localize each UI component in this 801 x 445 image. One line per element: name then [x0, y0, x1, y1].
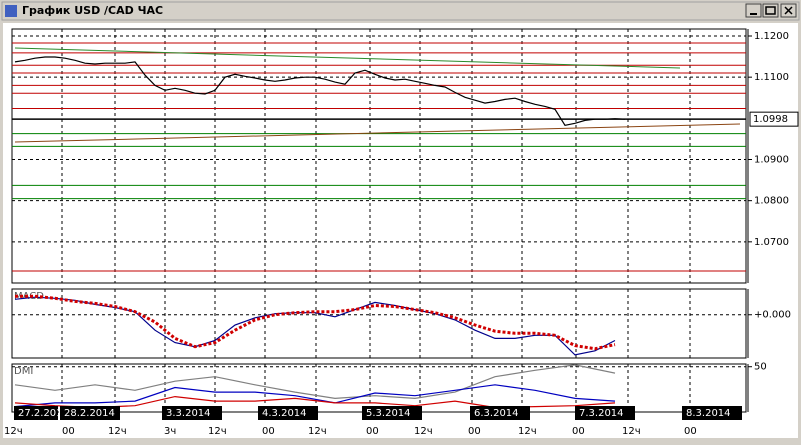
last-price-box [749, 111, 799, 127]
y-tick-label: 1.0900 [754, 154, 789, 165]
hour-label: 00 [572, 426, 585, 437]
window-icon [5, 5, 17, 17]
minimize-button[interactable] [745, 3, 762, 18]
hour-label: 00 [684, 426, 697, 437]
y-tick-label: +0.000 [754, 310, 791, 321]
date-label: 4.3.2014 [262, 408, 307, 419]
trend-line [14, 47, 681, 69]
y-tick-label: 1.0700 [754, 237, 789, 248]
date-label: 28.2.2014 [64, 408, 115, 419]
panel-frame [11, 28, 747, 284]
panel-frame [11, 288, 747, 359]
series-line [15, 294, 616, 351]
hour-label: 00 [262, 426, 275, 437]
series-line [14, 384, 616, 408]
date-label: 8.3.2014 [686, 408, 731, 419]
hour-label: 12ч [108, 426, 127, 437]
hour-label: 00 [366, 426, 379, 437]
y-tick-label: 1.0800 [754, 196, 789, 207]
hour-label: 12ч [622, 426, 641, 437]
indicator-title: MACD [14, 291, 44, 302]
hour-label: 12ч [518, 426, 537, 437]
window-title: График USD /CAD ЧАС [22, 4, 163, 17]
date-label-box [682, 406, 742, 420]
hour-label: 12ч [414, 426, 433, 437]
date-label-box [258, 406, 318, 420]
date-label-box [60, 406, 120, 420]
hour-label: 12ч [308, 426, 327, 437]
date-label-box [162, 406, 222, 420]
trend-line [14, 123, 741, 143]
hour-label: 12ч [4, 426, 23, 437]
date-label-box [470, 406, 530, 420]
date-label: 3.3.2014 [166, 408, 211, 419]
date-label: 6.3.2014 [474, 408, 519, 419]
date-label-box [362, 406, 422, 420]
series-line [14, 364, 616, 400]
window-buttons [745, 3, 797, 18]
maximize-icon [765, 6, 776, 15]
y-tick-label: 50 [754, 362, 767, 373]
y-tick-label: 1.1200 [754, 31, 789, 42]
close-icon [784, 6, 793, 15]
hour-label: 00 [62, 426, 75, 437]
hour-label: 12ч [208, 426, 227, 437]
hour-label: 00 [468, 426, 481, 437]
date-label: 27.2.2014 [18, 408, 69, 419]
series-line [14, 56, 626, 126]
date-label-box [14, 406, 58, 420]
date-label-box [575, 406, 635, 420]
hour-label: 3ч [164, 426, 176, 437]
y-tick-label: 1.1100 [754, 72, 789, 83]
date-label: 5.3.2014 [366, 408, 411, 419]
date-label: 7.3.2014 [579, 408, 624, 419]
panel-frame [11, 363, 747, 413]
title-bar [1, 1, 800, 21]
indicator-title: DMI [14, 366, 33, 377]
last-price-label: 1.0998 [753, 114, 788, 125]
